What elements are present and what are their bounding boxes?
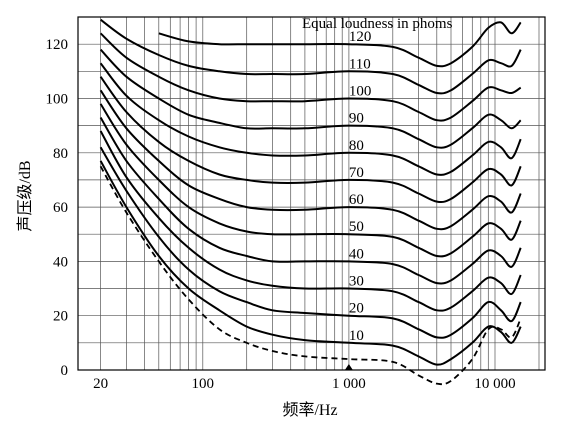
phon-label-60: 60	[349, 192, 364, 208]
phon-label-40: 40	[349, 246, 364, 262]
x-marker-1000hz	[344, 364, 353, 370]
y-tick-label: 20	[53, 309, 68, 325]
hearing-threshold-curve	[99, 165, 522, 386]
x-tick-label: 20	[93, 376, 108, 392]
x-tick-label: 100	[192, 376, 215, 392]
phon-label-10: 10	[349, 328, 364, 344]
phon-label-110: 110	[349, 56, 371, 72]
phon-curve-120	[158, 21, 522, 68]
phon-curve-80	[99, 62, 522, 176]
x-tick-label: 1 000	[332, 376, 366, 392]
y-axis-title: 声压级/dB	[16, 160, 34, 231]
phon-label-100: 100	[349, 84, 372, 100]
phon-labels: 10 20 30 40 50 60 70 80 90 100 110 120	[349, 29, 372, 344]
phon-curve-90	[99, 48, 522, 149]
chart-grid	[78, 17, 545, 370]
phon-label-90: 90	[349, 111, 364, 127]
phon-label-20: 20	[349, 301, 364, 317]
x-tick-label: 10 000	[474, 376, 515, 392]
phon-curve-70	[99, 76, 522, 204]
phon-curve-10	[99, 160, 522, 366]
phon-curve-110	[100, 18, 522, 95]
chart-tick-labels: 20 100 1 000 10 000 0 20 40 60 80 100 120	[46, 37, 516, 392]
y-tick-label: 60	[53, 200, 68, 216]
chart-series-group	[99, 18, 522, 386]
chart-title: Equal loudness in phoms	[302, 16, 453, 32]
phon-curve-60	[99, 89, 522, 231]
y-tick-label: 120	[46, 37, 69, 53]
phon-curve-100	[99, 32, 522, 122]
y-tick-label: 0	[61, 363, 69, 379]
x-axis-title: 频率/Hz	[282, 401, 337, 419]
phon-label-30: 30	[349, 274, 364, 290]
phon-label-50: 50	[349, 219, 364, 235]
phon-label-80: 80	[349, 138, 364, 154]
phon-label-70: 70	[349, 165, 364, 181]
y-tick-label: 40	[53, 254, 68, 270]
y-tick-label: 100	[46, 92, 69, 108]
phon-curve-20	[99, 146, 522, 339]
phon-curve-40	[99, 116, 522, 285]
phon-curve-30	[99, 130, 522, 312]
plot-frame	[77, 16, 546, 371]
phon-curve-50	[99, 103, 522, 258]
y-tick-label: 80	[53, 146, 68, 162]
phon-label-120: 120	[349, 29, 372, 45]
